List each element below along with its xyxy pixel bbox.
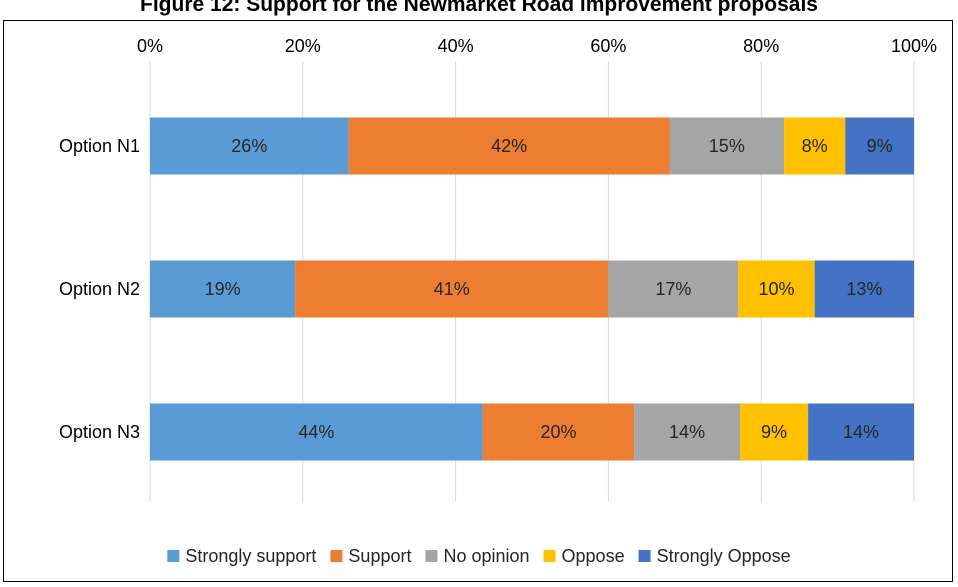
bar-segment (740, 403, 809, 461)
x-tick-label: 60% (590, 36, 626, 56)
data-label: 14% (669, 422, 705, 442)
x-tick-label: 100% (891, 36, 937, 56)
bar-segment (482, 403, 635, 461)
bar-segment (608, 260, 739, 318)
data-label: 44% (298, 422, 334, 442)
data-label: 15% (709, 136, 745, 156)
legend-swatch (638, 550, 651, 562)
category-label: Option N2 (59, 279, 140, 299)
chart-title: Figure 12: Support for the Newmarket Roa… (140, 0, 818, 16)
data-label: 13% (846, 279, 882, 299)
data-label: 14% (843, 422, 879, 442)
data-label: 19% (205, 279, 241, 299)
data-label: 10% (758, 279, 794, 299)
bar-segment (150, 403, 483, 461)
legend-swatch (425, 550, 438, 562)
x-tick-label: 20% (285, 36, 321, 56)
data-label: 9% (867, 136, 893, 156)
x-tick-label: 40% (438, 36, 474, 56)
data-label: 26% (231, 136, 267, 156)
bar-segment (669, 117, 785, 175)
bar-segment (150, 117, 349, 175)
legend-label: No opinion (443, 546, 529, 566)
data-label: 42% (491, 136, 527, 156)
data-label: 17% (655, 279, 691, 299)
legend-swatch (543, 550, 556, 562)
bar-segment (784, 117, 846, 175)
data-label: 20% (540, 422, 576, 442)
bar-segment (814, 260, 914, 318)
bar-segment (808, 403, 914, 461)
legend-swatch (167, 550, 180, 562)
bar-segment (150, 260, 296, 318)
legend-label: Support (348, 546, 411, 566)
legend-label: Oppose (562, 546, 625, 566)
x-tick-label: 80% (743, 36, 779, 56)
category-label: Option N3 (59, 422, 140, 442)
bar-segment (738, 260, 815, 318)
legend-label: Strongly Oppose (657, 546, 791, 566)
category-label: Option N1 (59, 136, 140, 156)
bar-segment (634, 403, 741, 461)
x-tick-label: 0% (137, 36, 163, 56)
bar-segment (845, 117, 914, 175)
data-label: 41% (434, 279, 470, 299)
legend-swatch (330, 550, 343, 562)
chart-frame (3, 20, 953, 582)
bar-segment (348, 117, 670, 175)
data-label: 9% (761, 422, 787, 442)
legend-label: Strongly support (185, 546, 316, 566)
bar-segment (295, 260, 609, 318)
data-label: 8% (802, 136, 828, 156)
